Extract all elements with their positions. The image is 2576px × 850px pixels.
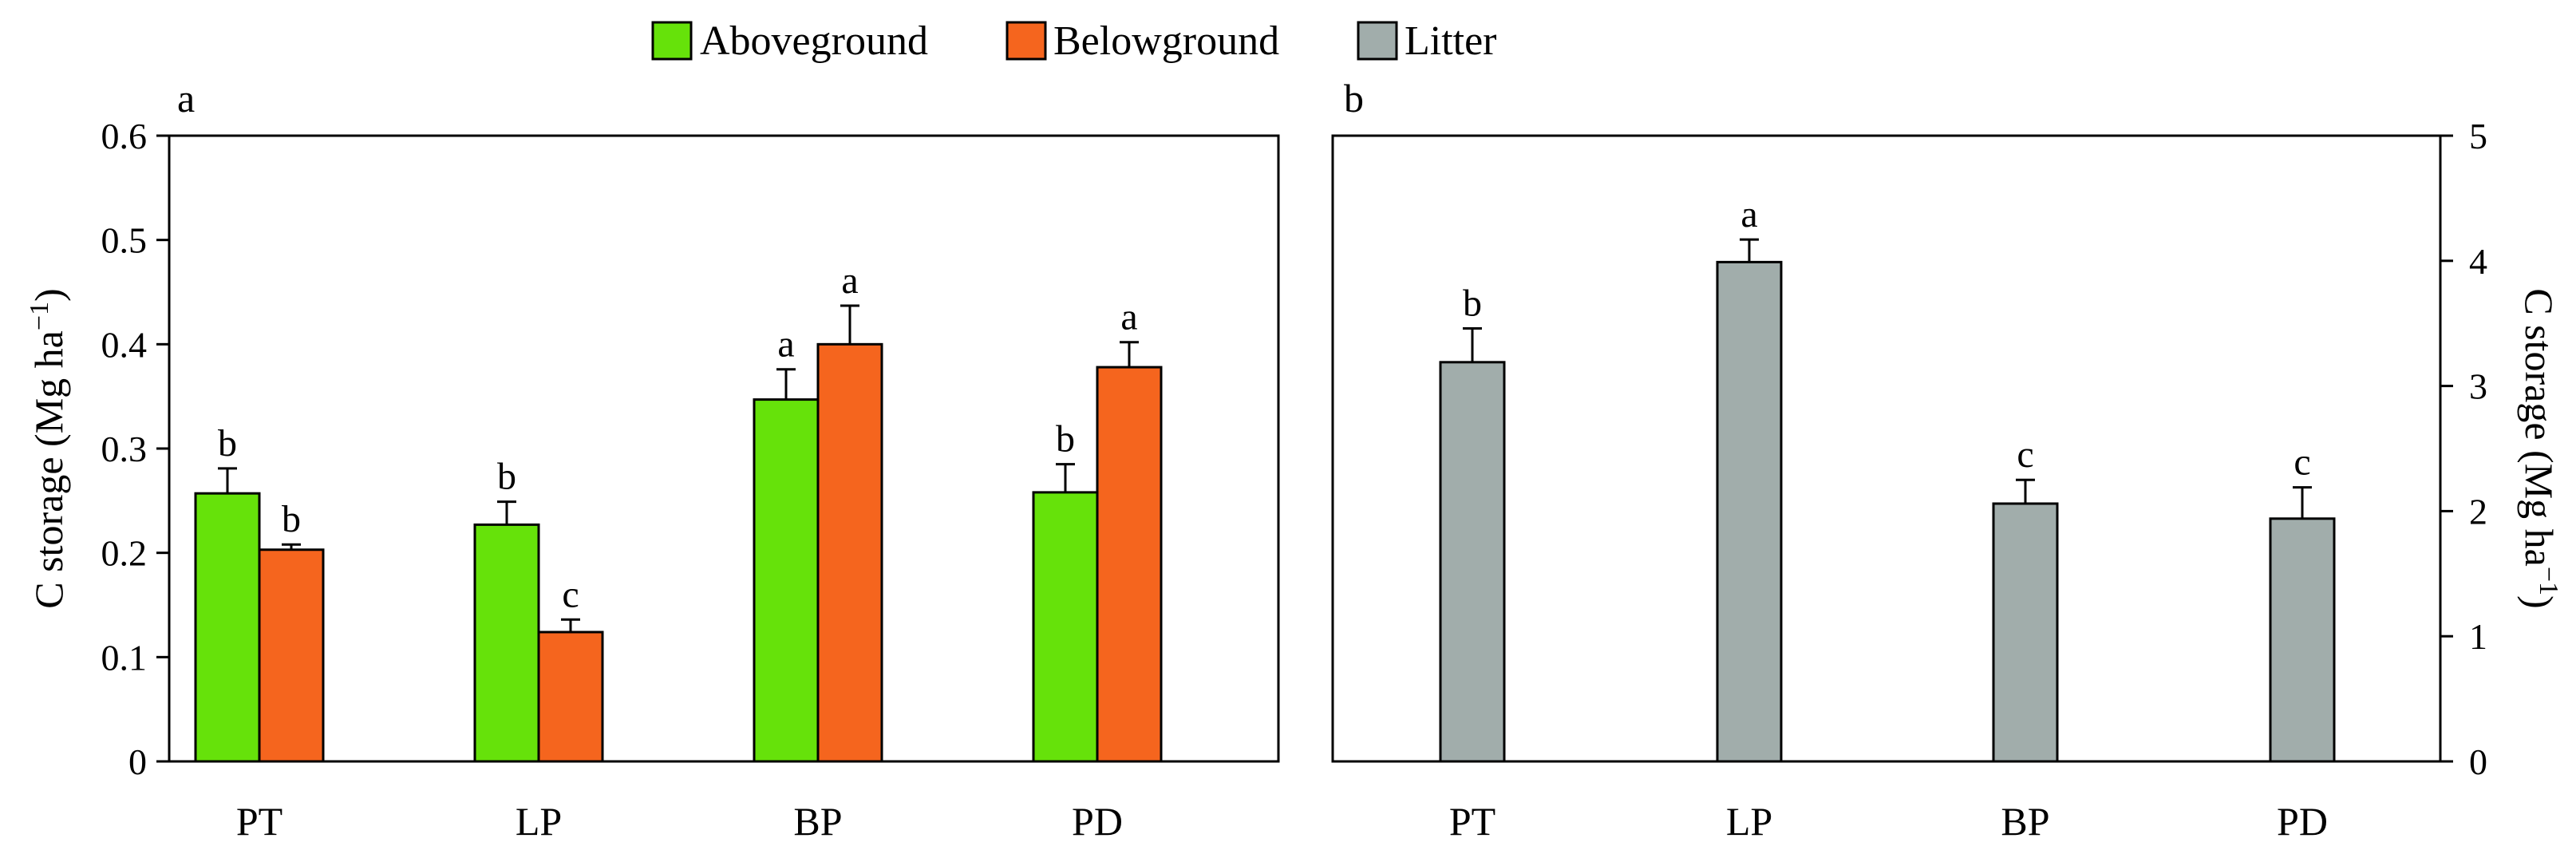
panel-a-sig-letter-aboveground-pt: b xyxy=(218,422,237,465)
panel-b-label: b xyxy=(1344,76,1364,121)
panel-a-sig-letter-belowground-pt: b xyxy=(282,498,301,540)
panel-a-y-tick-label: 0.1 xyxy=(101,637,148,678)
panel-a-bars: b b b c a a b a xyxy=(194,259,1163,763)
panel-a-sig-letter-aboveground-lp: b xyxy=(497,456,516,498)
legend-label-aboveground: Aboveground xyxy=(700,18,928,64)
panel-a-x-label-bp: BP xyxy=(793,799,842,844)
panel-b-y-tick-label: 4 xyxy=(2469,241,2487,282)
panel-a-y-tick-label: 0.4 xyxy=(101,324,148,365)
panel-b-x-label-pt: PT xyxy=(1449,799,1495,844)
panel-a: a C storage (Mg ha−1) 0 0.1 0.2 0.3 0.4 0.5 0.… xyxy=(25,76,1280,844)
panel-b-x-label-lp: LP xyxy=(1726,799,1772,844)
panel-a-bar-belowground-pt xyxy=(258,548,325,763)
panel-b-bar-litter-pt xyxy=(1439,361,1506,763)
panel-b-sig-letter-litter-pt: b xyxy=(1463,282,1482,324)
panel-a-x-label-lp: LP xyxy=(516,799,562,844)
legend-swatch-aboveground xyxy=(651,21,693,61)
panel-b-y-axis-title: C storage (Mg ha−1) xyxy=(2517,288,2563,608)
panel-b-x-label-bp: BP xyxy=(2001,799,2049,844)
panel-b-x-label-pd: PD xyxy=(2277,799,2328,844)
panel-b-y-tick-label: 0 xyxy=(2469,741,2487,782)
panel-a-x-labels: PT LP BP PD xyxy=(236,799,1123,844)
panel-a-sig-letter-belowground-pd: a xyxy=(1120,296,1137,338)
panel-b-x-labels: PT LP BP PD xyxy=(1449,799,2328,844)
panel-a-bar-aboveground-lp xyxy=(473,523,540,763)
panel-a-label: a xyxy=(177,76,195,121)
legend-swatch-belowground xyxy=(1006,21,1047,61)
legend: Aboveground Belowground Litter xyxy=(651,18,1497,64)
panel-a-bar-aboveground-pd xyxy=(1032,491,1099,763)
panel-b-frame xyxy=(1331,134,2442,763)
panel-a-x-label-pd: PD xyxy=(1072,799,1123,844)
panel-a-y-tick-label: 0.2 xyxy=(101,533,148,574)
panel-a-x-label-pt: PT xyxy=(236,799,282,844)
legend-label-belowground: Belowground xyxy=(1053,18,1279,64)
panel-b: b C storage (Mg ha−1) 0 1 2 3 4 5 b a c c PT LP BP… xyxy=(1331,76,2563,844)
panel-b-sig-letter-litter-lp: a xyxy=(1740,193,1757,235)
panel-a-bar-belowground-lp xyxy=(537,631,604,763)
panel-b-sig-letter-litter-bp: c xyxy=(2017,433,2033,476)
panel-a-sig-letter-belowground-lp: c xyxy=(562,573,579,615)
panel-a-sig-letter-aboveground-bp: a xyxy=(777,323,794,366)
legend-label-litter: Litter xyxy=(1405,18,1497,64)
panel-b-bar-litter-lp xyxy=(1716,260,1783,763)
panel-b-sig-letter-litter-pd: c xyxy=(2294,441,2310,484)
panel-a-bar-aboveground-bp xyxy=(753,398,820,763)
legend-swatch-litter xyxy=(1357,21,1398,61)
panel-a-y-tick-label: 0.5 xyxy=(101,220,148,261)
panel-a-sig-letter-belowground-bp: a xyxy=(841,259,858,302)
panel-a-y-tick-label: 0.6 xyxy=(101,116,148,156)
panel-b-y-tick-label: 1 xyxy=(2469,616,2487,657)
panel-a-sig-letter-aboveground-pd: b xyxy=(1056,418,1075,461)
panel-a-y-tick-label: 0 xyxy=(128,741,147,782)
panel-b-bars: b a c c xyxy=(1439,193,2336,763)
panel-a-bar-belowground-bp xyxy=(816,342,883,763)
panel-b-y-tick-label: 5 xyxy=(2469,116,2487,156)
panel-a-y-axis-title: C storage (Mg ha−1) xyxy=(25,288,71,608)
panel-b-y-ticks: 0 1 2 3 4 5 xyxy=(2440,116,2487,782)
panel-b-y-tick-label: 3 xyxy=(2469,366,2487,407)
panel-b-bar-litter-pd xyxy=(2269,517,2336,763)
panel-a-y-ticks: 0 0.1 0.2 0.3 0.4 0.5 0.6 xyxy=(101,116,169,782)
panel-b-bar-litter-bp xyxy=(1992,502,2059,763)
panel-a-bar-aboveground-pt xyxy=(194,492,261,763)
panel-a-bar-belowground-pd xyxy=(1096,366,1163,763)
panel-b-y-tick-label: 2 xyxy=(2469,491,2487,532)
panel-a-y-tick-label: 0.3 xyxy=(101,429,148,469)
